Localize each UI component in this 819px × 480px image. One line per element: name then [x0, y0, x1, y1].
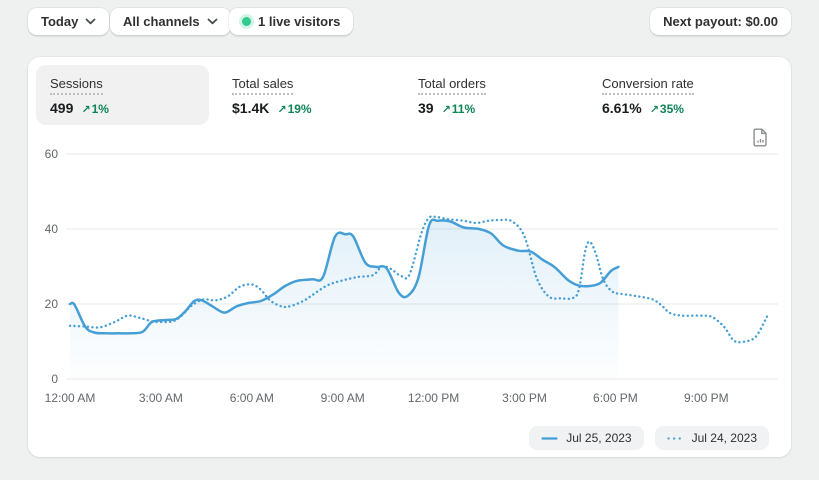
- solid-line-swatch-icon: [541, 436, 558, 440]
- increase-arrow-icon: ↗: [277, 104, 287, 116]
- view-report-button[interactable]: [748, 125, 772, 149]
- channel-label: All channels: [123, 14, 200, 29]
- date-range-dropdown[interactable]: Today: [28, 8, 110, 35]
- metric-tab-sessions[interactable]: Sessions 499 ↗ 1%: [36, 65, 209, 125]
- x-axis-label: 12:00 PM: [408, 391, 459, 405]
- x-axis-label: 3:00 PM: [502, 391, 547, 405]
- series-area-fill: [70, 219, 619, 379]
- increase-arrow-icon: ↗: [441, 104, 451, 116]
- x-axis-label: 9:00 PM: [684, 391, 729, 405]
- chevron-down-icon: [85, 18, 96, 25]
- metric-tab-conversion-rate[interactable]: Conversion rate 6.61% ↗ 35%: [602, 75, 694, 116]
- y-axis-label: 40: [45, 222, 59, 236]
- legend-label: Jul 24, 2023: [691, 431, 757, 445]
- x-axis-label: 9:00 AM: [321, 391, 365, 405]
- metric-value: 499: [50, 100, 74, 116]
- y-axis-label: 60: [45, 147, 59, 161]
- live-visitors-label: 1 live visitors: [258, 14, 341, 29]
- series-line-dotted: [68, 215, 770, 344]
- channel-dropdown[interactable]: All channels: [110, 8, 231, 35]
- chevron-down-icon: [207, 18, 217, 25]
- x-axis-label: 12:00 AM: [45, 391, 96, 405]
- x-axis-label: 6:00 AM: [230, 391, 274, 405]
- x-axis-label: 3:00 AM: [139, 391, 183, 405]
- metric-tab-total-orders[interactable]: Total orders 39 ↗ 11%: [418, 75, 486, 116]
- dotted-line-swatch-icon: [667, 436, 684, 440]
- chart-legend: Jul 25, 2023 Jul 24, 2023: [529, 426, 769, 450]
- y-axis-label: 0: [51, 372, 58, 386]
- increase-arrow-icon: ↗: [649, 104, 659, 116]
- metric-value: 39: [418, 100, 434, 116]
- metric-delta: ↗ 11%: [441, 102, 476, 116]
- x-axis-label: 6:00 PM: [593, 391, 638, 405]
- live-visitors-button[interactable]: 1 live visitors: [229, 8, 354, 35]
- next-payout-label: Next payout: $0.00: [663, 14, 778, 29]
- metric-label: Total sales: [232, 76, 294, 95]
- report-document-icon: [752, 128, 767, 146]
- sessions-line-chart: 0 20 40 60 12:00 AM 3:00 AM 6:00 AM 9:00 AM 12:0…: [45, 147, 778, 405]
- legend-item-jul-24-2023[interactable]: Jul 24, 2023: [654, 426, 769, 450]
- metric-delta: ↗ 35%: [649, 102, 684, 116]
- metric-value: $1.4K: [232, 100, 270, 116]
- live-indicator-dot-icon: [242, 17, 251, 26]
- metric-label: Conversion rate: [602, 76, 694, 95]
- analytics-card: Sessions 499 ↗ 1% Total sales $1.4K ↗ 19% …: [28, 57, 791, 457]
- metric-label: Total orders: [418, 76, 486, 95]
- next-payout-button[interactable]: Next payout: $0.00: [650, 8, 791, 35]
- legend-label: Jul 25, 2023: [566, 431, 632, 445]
- metric-label: Sessions: [50, 76, 103, 95]
- metric-tab-total-sales[interactable]: Total sales $1.4K ↗ 19%: [232, 75, 312, 116]
- date-range-label: Today: [41, 14, 79, 29]
- y-axis-label: 20: [45, 297, 59, 311]
- metric-delta: ↗ 19%: [277, 102, 312, 116]
- series-line-solid: [68, 218, 620, 335]
- legend-item-jul-25-2023[interactable]: Jul 25, 2023: [529, 426, 644, 450]
- metric-delta: ↗ 1%: [81, 102, 109, 116]
- increase-arrow-icon: ↗: [81, 104, 91, 116]
- metric-value: 6.61%: [602, 100, 642, 116]
